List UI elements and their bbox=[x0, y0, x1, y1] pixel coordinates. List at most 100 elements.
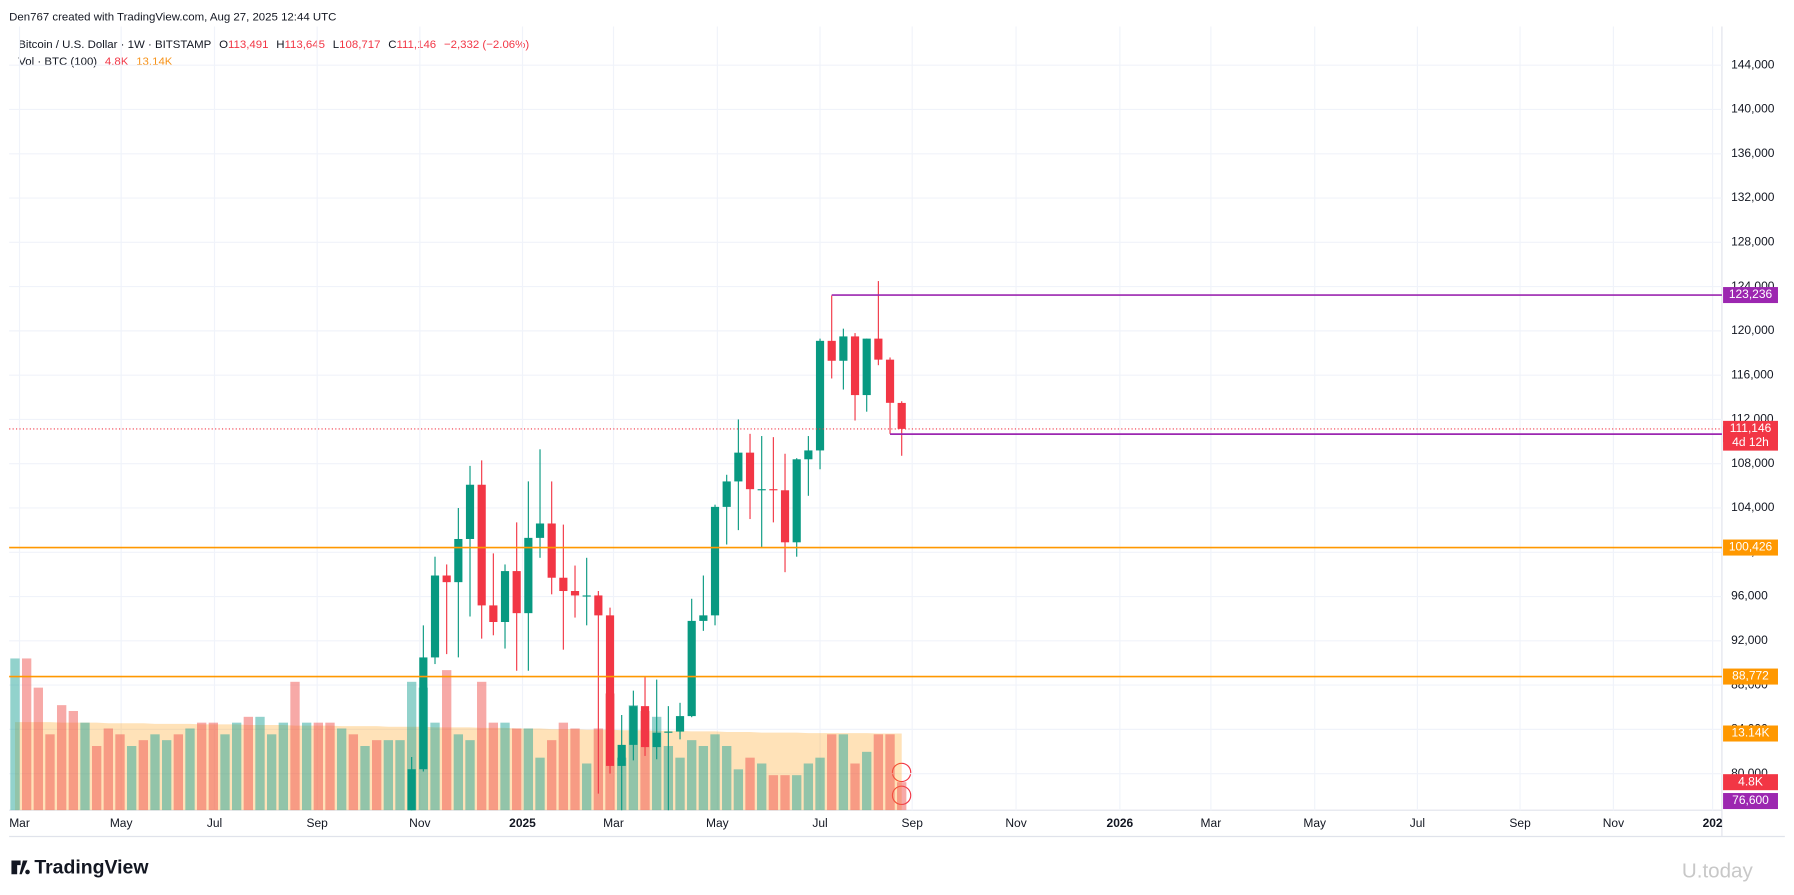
x-tick-label: 2026 bbox=[1107, 816, 1134, 830]
x-tick-label: Sep bbox=[306, 816, 328, 830]
x-tick-label: Mar bbox=[9, 816, 30, 830]
vol-name: Vol · BTC (100) bbox=[18, 56, 97, 68]
level-box bbox=[1723, 793, 1778, 810]
candle-body bbox=[769, 489, 778, 491]
x-tick-label: Mar bbox=[1201, 816, 1222, 830]
candle-body bbox=[897, 402, 906, 429]
volume-bar bbox=[430, 722, 440, 811]
last-price-label: 111,146 bbox=[1730, 421, 1772, 435]
volume-bar bbox=[150, 734, 160, 811]
x-tick-label: 202 bbox=[1703, 816, 1723, 830]
level-label: 100,426 bbox=[1729, 540, 1773, 554]
volume-bar bbox=[372, 740, 382, 811]
candle-body bbox=[757, 489, 766, 491]
candle-body bbox=[559, 577, 568, 592]
volume-bar bbox=[733, 769, 744, 811]
y-tick-label: 140,000 bbox=[1731, 102, 1775, 116]
candle-body bbox=[430, 575, 440, 658]
candle-body bbox=[792, 459, 801, 543]
volume-bar bbox=[278, 722, 289, 811]
y-tick-label: 128,000 bbox=[1731, 234, 1775, 248]
x-tick-label: Sep bbox=[902, 816, 924, 830]
volume-bar bbox=[535, 757, 545, 811]
candle-body bbox=[640, 706, 650, 748]
volume-bar bbox=[103, 728, 113, 811]
volume-bar bbox=[10, 658, 20, 811]
volume-bar bbox=[582, 763, 592, 811]
volume-bar bbox=[255, 716, 265, 811]
candle-body bbox=[547, 523, 556, 578]
y-tick-label: 116,000 bbox=[1731, 367, 1774, 381]
volume-bar bbox=[558, 722, 569, 811]
volume-bar bbox=[33, 687, 43, 811]
x-tick-label: May bbox=[1303, 816, 1326, 830]
candle-body bbox=[839, 336, 848, 361]
candle-body bbox=[862, 338, 871, 396]
credit: Den767 created with TradingView.com, Aug… bbox=[9, 11, 336, 23]
volume-bar bbox=[208, 722, 218, 811]
x-tick-label: Jul bbox=[207, 816, 222, 830]
volume-bar bbox=[722, 745, 732, 811]
candle-body bbox=[500, 571, 510, 623]
volume-bar bbox=[512, 728, 522, 811]
y-tick-label: 136,000 bbox=[1731, 146, 1775, 160]
candle-body bbox=[442, 575, 451, 583]
candle-body bbox=[780, 490, 790, 543]
volume-bar bbox=[465, 740, 475, 811]
candle-body bbox=[874, 338, 883, 360]
candle-body bbox=[535, 523, 545, 538]
level-box bbox=[1723, 287, 1778, 304]
volume-bar bbox=[80, 722, 90, 811]
volume-bar bbox=[710, 734, 720, 811]
symbol: Bitcoin / U.S. Dollar · 1W · BITSTAMP bbox=[18, 39, 211, 51]
candle-body bbox=[419, 657, 428, 770]
candle-body bbox=[827, 340, 836, 361]
volume-bar bbox=[477, 681, 487, 811]
x-tick-label: Nov bbox=[1603, 816, 1624, 830]
candle-body bbox=[687, 620, 696, 717]
volume-ma-label: 13.14K bbox=[1731, 726, 1769, 740]
volume-bar bbox=[850, 763, 860, 811]
change: −2,332 (−2.06%) bbox=[444, 39, 529, 51]
y-tick-label: 120,000 bbox=[1731, 323, 1775, 337]
l: 108,717 bbox=[339, 39, 380, 51]
volume-bar bbox=[757, 763, 767, 811]
volume-label: 4.8K bbox=[1738, 774, 1763, 788]
volume-bar bbox=[698, 745, 709, 811]
candle-body bbox=[664, 731, 673, 733]
volume-bar bbox=[290, 681, 300, 811]
y-tick-label: 92,000 bbox=[1731, 633, 1768, 647]
volume-bar bbox=[815, 757, 825, 811]
volume-bar bbox=[488, 722, 499, 811]
volume-bar bbox=[313, 722, 324, 811]
candle-body bbox=[605, 615, 615, 766]
volume-bar bbox=[827, 734, 837, 811]
candle-body bbox=[512, 571, 521, 614]
volume-bar bbox=[45, 734, 55, 811]
volume-legend: Vol · BTC (100) 4.8K 13.14K bbox=[18, 56, 173, 68]
x-tick-label: Nov bbox=[409, 816, 430, 830]
x-tick-label: Mar bbox=[603, 816, 624, 830]
h-key: H bbox=[276, 39, 284, 51]
candle-body bbox=[582, 595, 591, 597]
volume-bar bbox=[243, 716, 254, 811]
level-label: 88,772 bbox=[1732, 669, 1769, 683]
volume-bar bbox=[196, 722, 207, 811]
candle-body bbox=[489, 605, 498, 623]
volume-bar bbox=[220, 734, 230, 811]
candle-body bbox=[524, 537, 533, 614]
candle-body bbox=[710, 506, 720, 616]
plot bbox=[10, 281, 907, 811]
level-box bbox=[1723, 668, 1778, 685]
volume-bar bbox=[173, 734, 183, 811]
volume-bar bbox=[56, 705, 67, 811]
o: 113,491 bbox=[228, 39, 269, 51]
volume-bar bbox=[21, 658, 32, 811]
candle-body bbox=[734, 452, 743, 482]
candle-body bbox=[815, 340, 825, 451]
candle-body bbox=[594, 595, 603, 616]
candle-body bbox=[885, 359, 895, 403]
candle-body bbox=[629, 706, 638, 745]
volume-bar bbox=[885, 734, 895, 811]
